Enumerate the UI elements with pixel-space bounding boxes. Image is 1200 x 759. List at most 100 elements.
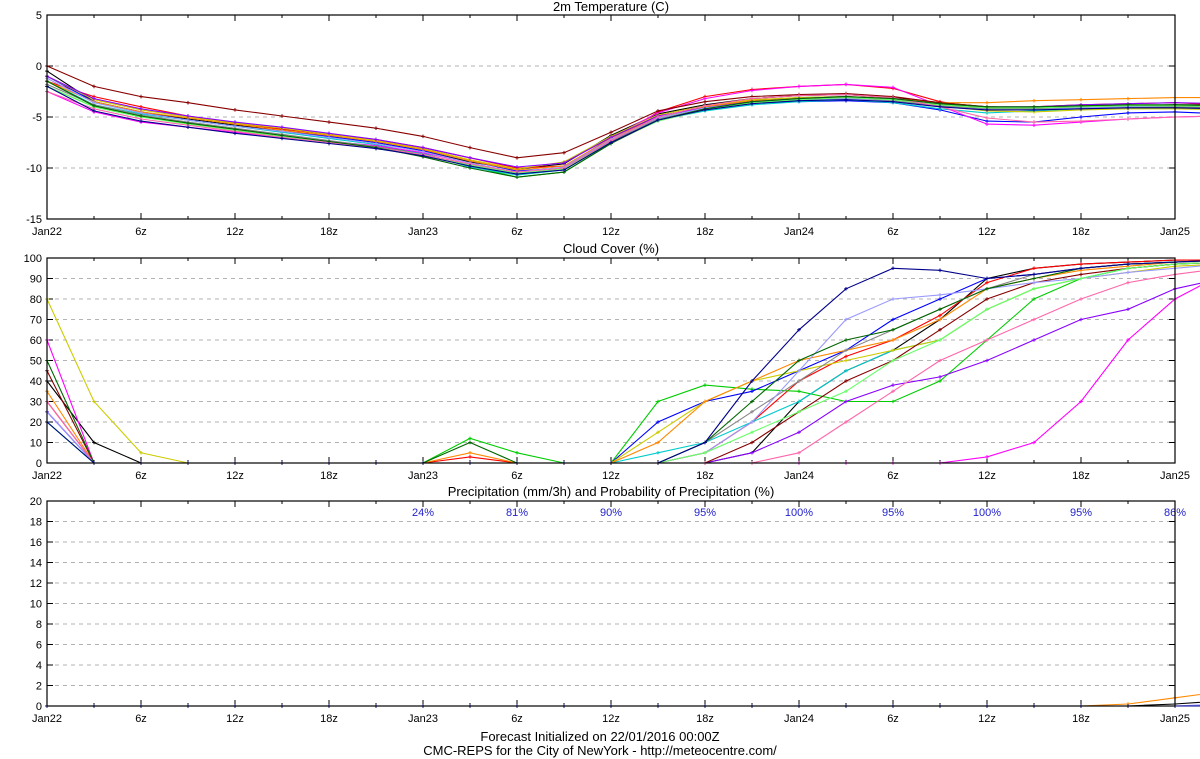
series-line [46, 80, 1200, 169]
series-point [938, 375, 942, 379]
series-line [46, 75, 1200, 172]
series-point [938, 313, 942, 318]
y-tick-label: -15 [26, 214, 42, 226]
series-line [46, 65, 1200, 159]
series-point [1126, 96, 1130, 101]
series-point [1032, 108, 1036, 112]
series-point [421, 134, 425, 139]
series-point [280, 133, 284, 138]
panel-frame [46, 14, 1176, 220]
y-tick-label: 0 [36, 458, 42, 470]
series-point [374, 146, 378, 151]
pop-label: 100% [785, 507, 813, 519]
series-point [938, 101, 942, 106]
x-tick-label: 12z [602, 470, 620, 482]
series-point [139, 111, 143, 115]
series-point [891, 399, 895, 404]
series-line [47, 705, 1200, 707]
series-point [985, 100, 989, 105]
series-point [703, 450, 707, 455]
series-point [797, 379, 801, 383]
series-line [47, 705, 1200, 707]
series-point [468, 164, 472, 168]
x-tick-label: Jan22 [32, 226, 62, 238]
series-point [1126, 280, 1130, 285]
series-point [186, 125, 190, 129]
series-point [985, 307, 989, 312]
series-point [750, 440, 754, 445]
series-point [750, 420, 754, 424]
series-line [46, 259, 1200, 464]
series-point [1032, 317, 1036, 322]
series-point [938, 268, 942, 273]
series-point [844, 389, 848, 394]
series-point [1126, 262, 1130, 266]
x-tick-label: 18z [320, 713, 338, 725]
series-line [46, 83, 1200, 175]
series-point [703, 399, 707, 404]
y-tick-label: 5 [36, 10, 42, 22]
series-point [703, 99, 707, 104]
series-point [374, 141, 378, 146]
y-tick-label: 30 [30, 397, 42, 409]
series-point [92, 84, 96, 89]
cloud-cover-panel: Cloud Cover (%) 0 10 20 30 40 50 60 70 80 90 100 Jan… [24, 241, 1200, 482]
series-line [46, 264, 1200, 464]
series-point [515, 156, 519, 160]
series-point [1079, 119, 1083, 123]
series-point [92, 96, 96, 101]
series-point [327, 131, 331, 136]
panel-title: 2m Temperature (C) [553, 0, 669, 14]
series-line [47, 705, 1200, 707]
series-point [891, 85, 895, 90]
series-point [844, 358, 848, 363]
x-tick-label: Jan25 [1160, 470, 1190, 482]
series-point [797, 358, 801, 363]
series-point [844, 82, 848, 87]
series-point [797, 409, 801, 414]
series-point [938, 379, 942, 383]
series-point [844, 317, 848, 322]
series-point [938, 338, 942, 342]
series-point [515, 172, 519, 176]
y-tick-label: 90 [30, 274, 42, 286]
x-tick-label: Jan25 [1160, 226, 1190, 238]
series-line [46, 260, 1200, 464]
temperature-panel: 2m Temperature (C) -15 -10 -5 0 5 Jan22 6z 12z 18… [26, 0, 1200, 238]
series-point [562, 161, 566, 165]
series-line [46, 262, 1200, 464]
series-point [186, 118, 190, 122]
series-point [891, 338, 895, 342]
series-point [468, 156, 472, 160]
series-point [421, 145, 425, 150]
series-point [985, 122, 989, 126]
series-point [797, 450, 801, 455]
series-point [891, 327, 895, 332]
series-line [47, 705, 1200, 707]
series-point [985, 338, 989, 342]
series-point [797, 327, 801, 332]
series-point [468, 450, 472, 455]
series-point [985, 116, 989, 120]
series-point [703, 103, 707, 108]
series-point [891, 99, 895, 104]
series-point [750, 450, 754, 455]
series-point [1032, 280, 1036, 285]
x-tick-label: 18z [320, 226, 338, 238]
series-point [797, 389, 801, 394]
series-line [46, 260, 1200, 464]
x-tick-label: 6z [511, 470, 523, 482]
series-point [1079, 297, 1083, 301]
y-tick-label: 80 [30, 294, 42, 306]
series-line [47, 705, 1200, 707]
series-line [47, 705, 1200, 707]
series-point [985, 286, 989, 291]
series-point [92, 399, 96, 404]
x-tick-label: Jan22 [32, 713, 62, 725]
series-point [750, 409, 754, 414]
series-point [891, 358, 895, 363]
series-point [985, 297, 989, 301]
series-point [515, 165, 519, 169]
x-tick-label: 12z [602, 226, 620, 238]
